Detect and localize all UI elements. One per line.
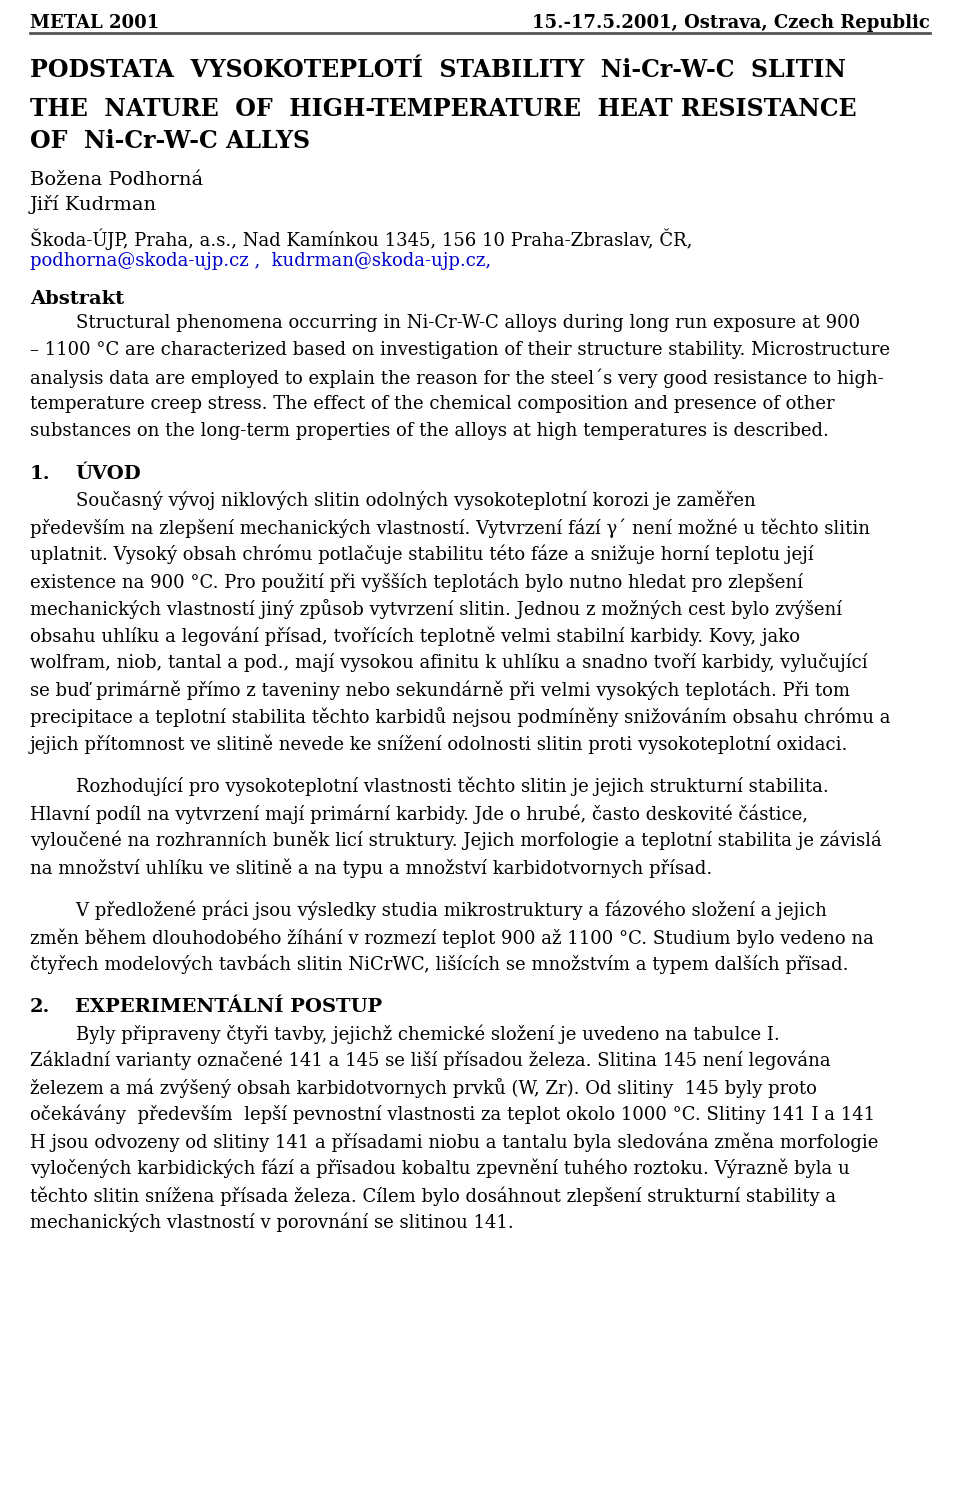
Text: analysis data are employed to explain the reason for the steel´s very good resis: analysis data are employed to explain th…	[30, 368, 884, 388]
Text: Byly připraveny čtyři tavby, jejichž chemické složení je uvedeno na tabulce I.: Byly připraveny čtyři tavby, jejichž che…	[30, 1024, 780, 1044]
Text: 2.: 2.	[30, 999, 50, 1017]
Text: Structural phenomena occurring in Ni-Cr-W-C alloys during long run exposure at 9: Structural phenomena occurring in Ni-Cr-…	[30, 314, 860, 332]
Text: na množství uhlíku ve slitině a na typu a množství karbidotvornych přísad.: na množství uhlíku ve slitině a na typu …	[30, 857, 712, 877]
Text: wolfram, niob, tantal a pod., mají vysokou afinitu k uhlíku a snadno tvoří karbi: wolfram, niob, tantal a pod., mají vysok…	[30, 653, 868, 672]
Text: H jsou odvozeny od slitiny 141 a přísadami niobu a tantalu byla sledována změna : H jsou odvozeny od slitiny 141 a přísada…	[30, 1133, 878, 1152]
Text: vyloučené na rozhranních buněk licí struktury. Jejich morfologie a teplotní stab: vyloučené na rozhranních buněk licí stru…	[30, 832, 881, 850]
Text: METAL 2001: METAL 2001	[30, 14, 159, 32]
Text: především na zlepšení mechanických vlastností. Vytvrzení fází γ´ není možné u tě: především na zlepšení mechanických vlast…	[30, 517, 870, 537]
Text: Škoda-ÚJP, Praha, a.s., Nad Kamínkou 1345, 156 10 Praha-Zbraslav, ČR,: Škoda-ÚJP, Praha, a.s., Nad Kamínkou 134…	[30, 229, 692, 251]
Text: OF  Ni-Cr-W-C ALLYS: OF Ni-Cr-W-C ALLYS	[30, 129, 310, 153]
Text: těchto slitin snížena přísada železa. Cílem bylo dosáhnout zlepšení strukturní s: těchto slitin snížena přísada železa. Cí…	[30, 1187, 836, 1206]
Text: uplatnit. Vysoký obsah chrómu potlačuje stabilitu této fáze a snižuje horní tepl: uplatnit. Vysoký obsah chrómu potlačuje …	[30, 544, 814, 564]
Text: se buď primárně přímo z taveniny nebo sekundárně při velmi vysokých teplotách. P: se buď primárně přímo z taveniny nebo se…	[30, 680, 850, 699]
Text: THE  NATURE  OF  HIGH-TEMPERATURE  HEAT RESISTANCE: THE NATURE OF HIGH-TEMPERATURE HEAT RESI…	[30, 96, 856, 120]
Text: Abstrakt: Abstrakt	[30, 290, 124, 308]
Text: jejich přítomnost ve slitině nevede ke snížení odolnosti slitin proti vysokotepl: jejich přítomnost ve slitině nevede ke s…	[30, 734, 849, 754]
Text: mechanických vlastností jiný způsob vytvrzení slitin. Jednou z možných cest bylo: mechanických vlastností jiný způsob vytv…	[30, 599, 842, 620]
Text: železem a má zvýšený obsah karbidotvornych prvků (W, Zr). Od slitiny  145 byly p: železem a má zvýšený obsah karbidotvorny…	[30, 1078, 817, 1098]
Text: obsahu uhlíku a legování přísad, tvořících teplotně velmi stabilní karbidy. Kovy: obsahu uhlíku a legování přísad, tvořící…	[30, 626, 800, 645]
Text: mechanických vlastností v porovnání se slitinou 141.: mechanických vlastností v porovnání se s…	[30, 1214, 514, 1232]
Text: 1.: 1.	[30, 465, 51, 483]
Text: temperature creep stress. The effect of the chemical composition and presence of: temperature creep stress. The effect of …	[30, 396, 834, 414]
Text: Rozhodující pro vysokoteplotní vlastnosti těchto slitin je jejich strukturní sta: Rozhodující pro vysokoteplotní vlastnost…	[30, 778, 828, 797]
Text: čtyřech modelových tavbách slitin NiCrWC, lišících se množstvím a typem dalších : čtyřech modelových tavbách slitin NiCrWC…	[30, 955, 849, 975]
Text: substances on the long-term properties of the alloys at high temperatures is des: substances on the long-term properties o…	[30, 423, 828, 441]
Text: Jiří Kudrman: Jiří Kudrman	[30, 196, 157, 214]
Text: ÚVOD: ÚVOD	[75, 465, 141, 483]
Text: Současný vývoj niklových slitin odolných vysokoteplotní korozi je zaměřen: Současný vývoj niklových slitin odolných…	[30, 490, 756, 510]
Text: Základní varianty označené 141 a 145 se liší přísadou železa. Slitina 145 není l: Základní varianty označené 141 a 145 se …	[30, 1051, 830, 1071]
Text: EXPERIMENTÁLNÍ POSTUP: EXPERIMENTÁLNÍ POSTUP	[75, 999, 382, 1017]
Text: Hlavní podíl na vytvrzení mají primární karbidy. Jde o hrubé, často deskovité čá: Hlavní podíl na vytvrzení mají primární …	[30, 805, 808, 824]
Text: Božena Podhorná: Božena Podhorná	[30, 171, 204, 190]
Text: očekávány  především  lepší pevnostní vlastnosti za teplot okolo 1000 °C. Slitin: očekávány především lepší pevnostní vlas…	[30, 1105, 876, 1125]
Text: změn během dlouhodobého žíhání v rozmezí teplot 900 až 1100 °C. Studium bylo ved: změn během dlouhodobého žíhání v rozmezí…	[30, 928, 874, 948]
Text: kudrman@skoda-ujp.cz,: kudrman@skoda-ujp.cz,	[260, 253, 492, 271]
Text: 15.-17.5.2001, Ostrava, Czech Republic: 15.-17.5.2001, Ostrava, Czech Republic	[532, 14, 930, 32]
Text: – 1100 °C are characterized based on investigation of their structure stability.: – 1100 °C are characterized based on inv…	[30, 341, 890, 359]
Text: podhorna@skoda-ujp.cz ,: podhorna@skoda-ujp.cz ,	[30, 253, 260, 271]
Text: existence na 900 °C. Pro použití při vyšších teplotách bylo nutno hledat pro zle: existence na 900 °C. Pro použití při vyš…	[30, 572, 803, 591]
Text: precipitace a teplotní stabilita těchto karbidů nejsou podmíněny snižováním obsa: precipitace a teplotní stabilita těchto …	[30, 707, 891, 726]
Text: PODSTATA  VYSOKOTEPLOTÍ  STABILITY  Ni-Cr-W-C  SLITIN: PODSTATA VYSOKOTEPLOTÍ STABILITY Ni-Cr-W…	[30, 59, 846, 83]
Text: V předložené práci jsou výsledky studia mikrostruktury a fázového složení a jeji: V předložené práci jsou výsledky studia …	[30, 901, 827, 920]
Text: vyločených karbidických fází a přïsadou kobaltu zpevnění tuhého roztoku. Výrazně: vyločených karbidických fází a přïsadou …	[30, 1160, 850, 1179]
